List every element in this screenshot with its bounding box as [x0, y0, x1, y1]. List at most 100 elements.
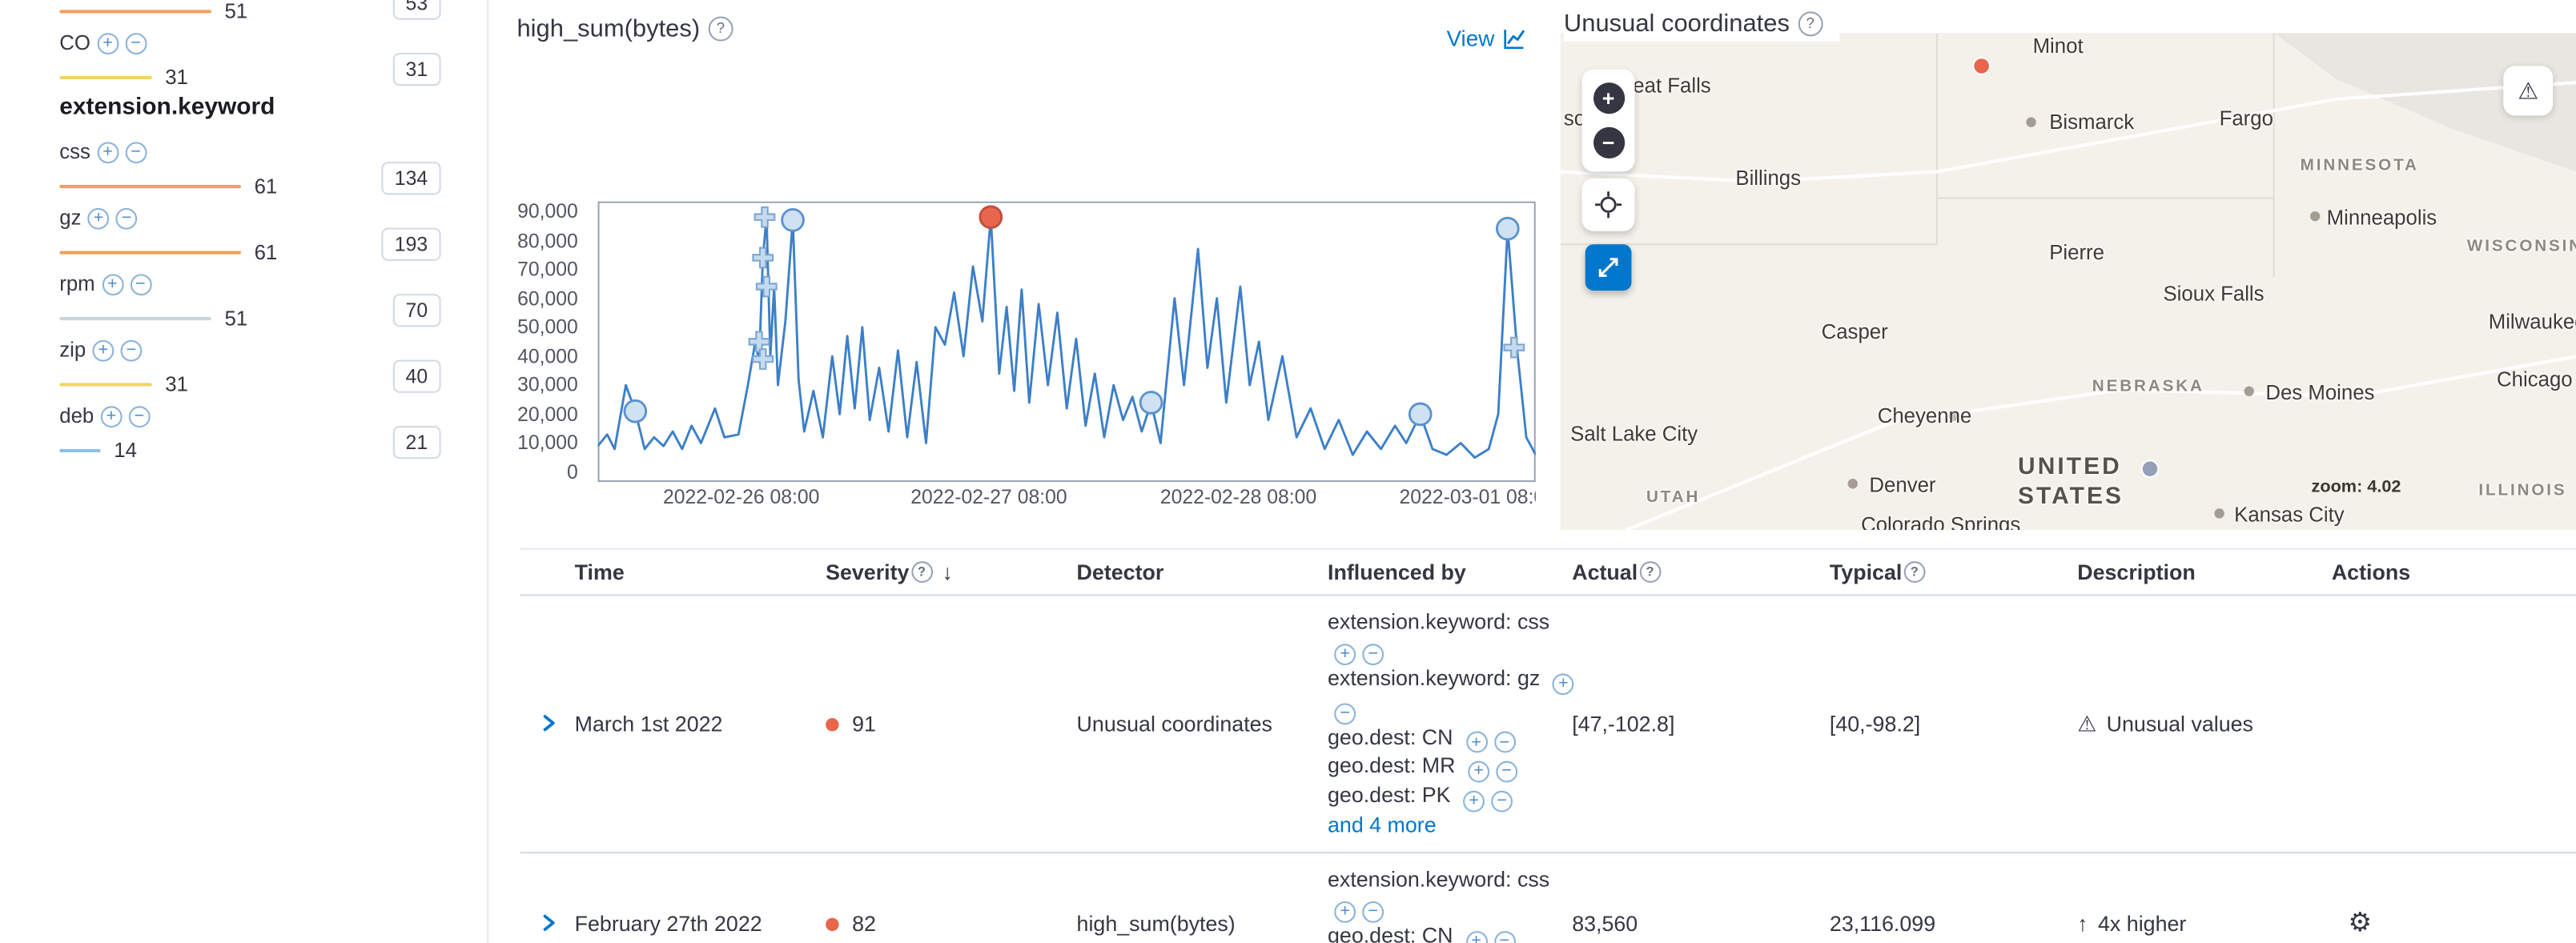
multi-bucket-marker[interactable]	[752, 348, 774, 370]
anomaly-marker[interactable]	[1139, 391, 1163, 415]
map-canvas[interactable]: UNITED STATES Minot Great Falls so Bismarck…	[1560, 33, 2576, 530]
column-header: Actions	[2332, 560, 2576, 584]
map-title-row: Unusual coordinates ?	[1563, 10, 1839, 42]
severity-cell: 82	[826, 912, 1076, 937]
zoom-in-button[interactable]: +	[1592, 82, 1625, 114]
y-axis-label: 70,000	[517, 257, 578, 281]
expand-map-button[interactable]	[1585, 244, 1632, 291]
plus-in-circle-icon[interactable]: +	[1334, 901, 1356, 924]
influencer-value: extension.keyword: gz	[1328, 665, 1546, 691]
gear-icon[interactable]: ⚙	[2348, 909, 2373, 938]
minus-in-circle-icon[interactable]: −	[125, 141, 147, 163]
metric-line	[597, 215, 1536, 459]
plus-in-circle-icon[interactable]: +	[1334, 644, 1356, 666]
info-icon[interactable]: ?	[910, 561, 933, 583]
plus-in-circle-icon[interactable]: +	[1552, 672, 1574, 695]
expand-row-button[interactable]	[520, 708, 560, 740]
state-label: NEBRASKA	[2092, 378, 2204, 396]
city-dot	[1948, 411, 1959, 421]
anomaly-marker[interactable]	[623, 399, 648, 423]
minus-in-circle-icon[interactable]: −	[1496, 760, 1518, 783]
minus-in-circle-icon[interactable]: −	[128, 405, 151, 427]
plus-in-circle-icon[interactable]: +	[1465, 930, 1488, 943]
multi-bucket-marker[interactable]	[754, 206, 776, 228]
warning-icon: ⚠	[2518, 76, 2539, 103]
road-line	[1560, 81, 2576, 183]
anomaly-marker[interactable]	[1408, 402, 1433, 427]
max-anomaly-score-bar	[59, 10, 211, 14]
max-anomaly-score-bar	[59, 448, 101, 453]
anomaly-marker[interactable]	[1495, 216, 1520, 241]
max-anomaly-score-bar	[59, 251, 242, 255]
influencer-label: CO	[59, 31, 90, 55]
map-warning-button[interactable]: ⚠	[2503, 66, 2554, 116]
minus-in-circle-icon[interactable]: −	[1362, 901, 1384, 924]
plus-in-circle-icon[interactable]: +	[101, 273, 123, 295]
zoom-out-button[interactable]: −	[1592, 126, 1625, 159]
multi-bucket-marker[interactable]	[755, 275, 778, 298]
plus-in-circle-icon[interactable]: +	[1465, 732, 1488, 753]
country-label-line: STATES	[2018, 484, 2124, 511]
multi-bucket-marker[interactable]	[1503, 336, 1525, 359]
anomaly-dot[interactable]	[1972, 57, 1991, 75]
city-label: Salt Lake City	[1570, 422, 1698, 446]
info-icon[interactable]: ?	[1798, 11, 1823, 37]
forest-region	[2273, 33, 2576, 172]
plus-in-circle-icon[interactable]: +	[97, 32, 119, 54]
locate-control[interactable]	[1581, 178, 1635, 231]
cluster-dot[interactable]	[2140, 459, 2160, 479]
column-header-label: Actions	[2331, 560, 2411, 585]
column-header-label: Severity	[826, 560, 910, 585]
influencer-line: geo.dest: PK + −	[1328, 783, 1572, 813]
plus-in-circle-icon[interactable]: +	[100, 405, 123, 427]
column-header[interactable]: Severity? ↓	[826, 560, 1076, 584]
column-header-label: Actual	[1572, 560, 1638, 585]
minus-in-circle-icon[interactable]: −	[115, 207, 138, 229]
influencer-bar-row: 51	[59, 307, 440, 330]
expand-row-button[interactable]	[520, 909, 560, 940]
multi-bucket-marker[interactable]	[752, 247, 774, 269]
influencer-item: deb + − 14 21	[59, 403, 441, 468]
city-dot	[2214, 508, 2224, 519]
minus-in-circle-icon[interactable]: −	[129, 273, 151, 295]
critical-anomaly-marker[interactable]	[979, 205, 1003, 230]
max-anomaly-score: 61	[254, 241, 278, 264]
expand-icon	[1598, 258, 1618, 277]
minus-in-circle-icon[interactable]: −	[1334, 702, 1356, 724]
view-link[interactable]: View	[1446, 26, 1525, 51]
influencer-label: rpm	[59, 272, 95, 296]
chevron-right-icon	[543, 915, 555, 932]
chart-title-row: high_sum(bytes) ?	[516, 15, 733, 43]
influencer-item: CO + −31 31	[59, 30, 441, 95]
anomaly-line-chart[interactable]	[597, 201, 1536, 483]
state-borders	[1560, 33, 2275, 278]
anomaly-chart-panel: high_sum(bytes) ? View 0 10,000 20,000 30,0…	[0, 0, 1561, 545]
time-cell: February 27th 2022	[574, 912, 762, 937]
anomaly-row: March 1st 2022 91 Unusual coordinates exten…	[520, 596, 2576, 854]
plus-in-circle-icon[interactable]: +	[87, 207, 110, 229]
minus-in-circle-icon[interactable]: −	[1362, 644, 1384, 666]
plus-in-circle-icon[interactable]: +	[92, 339, 115, 361]
info-icon[interactable]: ?	[708, 16, 733, 42]
and-more-link[interactable]: and 4 more	[1328, 812, 1437, 837]
influencer-line: extension.keyword: gz +	[1328, 665, 1574, 695]
info-icon[interactable]: ?	[1903, 561, 1926, 583]
state-label: UTAH	[1646, 488, 1701, 508]
influencer-value: geo.dest: CN	[1328, 923, 1459, 943]
severity-score: 82	[852, 912, 876, 937]
chart-x-axis: 2022-02-26 08:00 2022-02-27 08:00 2022-02-…	[598, 485, 1536, 512]
anomaly-marker[interactable]	[781, 208, 805, 232]
minus-in-circle-icon[interactable]: −	[1493, 732, 1516, 753]
minus-in-circle-icon[interactable]: −	[1493, 930, 1516, 943]
influencer-line: + −	[1328, 636, 1572, 666]
minus-in-circle-icon[interactable]: −	[1491, 790, 1513, 813]
table-body: March 1st 2022 91 Unusual coordinates exten…	[520, 596, 2576, 943]
minus-in-circle-icon[interactable]: −	[120, 339, 143, 361]
influencer-bar-row: 61	[59, 241, 440, 264]
info-icon[interactable]: ?	[1639, 561, 1662, 583]
plus-in-circle-icon[interactable]: +	[1468, 760, 1489, 783]
minus-in-circle-icon[interactable]: −	[125, 32, 147, 54]
plus-in-circle-icon[interactable]: +	[97, 141, 119, 163]
country-label: UNITED STATES	[2018, 452, 2124, 512]
plus-in-circle-icon[interactable]: +	[1463, 790, 1485, 813]
